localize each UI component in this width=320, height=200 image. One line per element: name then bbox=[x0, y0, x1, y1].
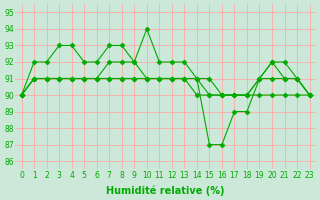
X-axis label: Humidité relative (%): Humidité relative (%) bbox=[106, 185, 225, 196]
